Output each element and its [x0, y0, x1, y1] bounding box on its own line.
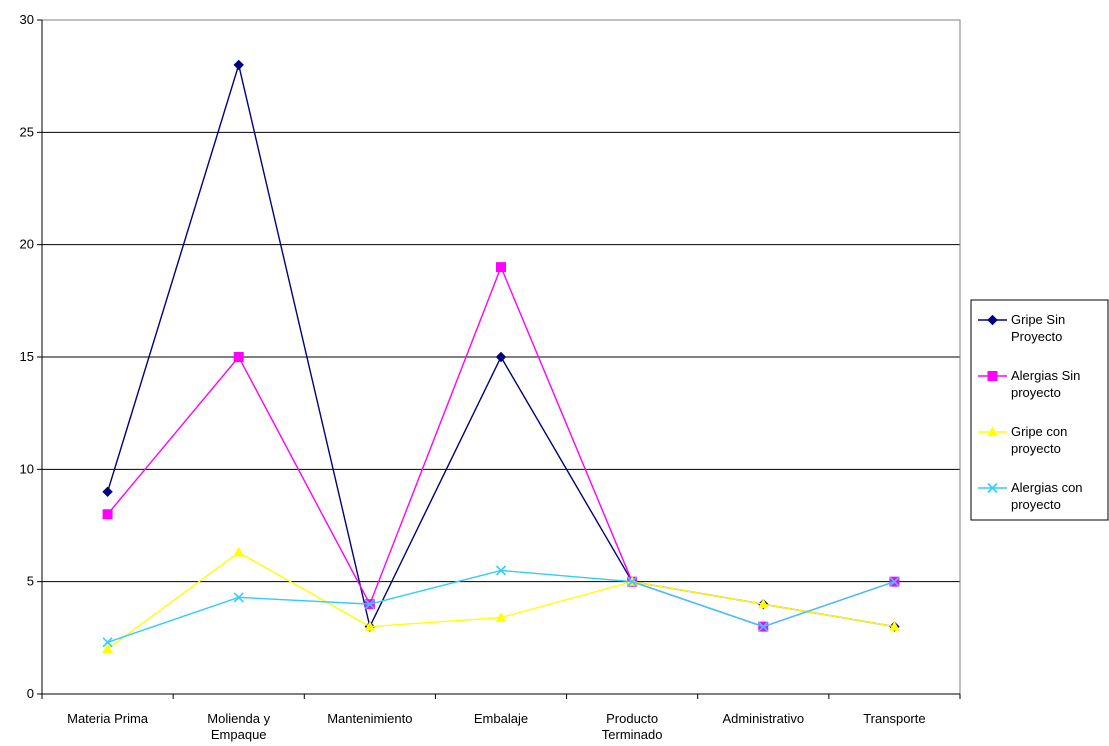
y-tick-label: 30 [20, 12, 34, 27]
y-axis-ticks: 0 5 10 15 20 25 30 [20, 12, 42, 701]
data-point-square [102, 509, 113, 520]
data-point-x [495, 565, 507, 576]
data-point-triangle [364, 621, 376, 631]
x-tick-label: Producto Terminado [602, 711, 663, 742]
legend-box [970, 299, 1109, 521]
legend-item: Gripe Sin Proyecto [978, 312, 1065, 344]
data-point-diamond [233, 59, 244, 71]
data-point-x [987, 482, 998, 494]
series-3 [102, 546, 900, 654]
data-point-x [758, 621, 769, 632]
legend-item: Gripe con proyecto [978, 424, 1067, 456]
legend-label: Alergias con proyecto [1011, 480, 1083, 512]
y-tick-label: 20 [20, 237, 34, 252]
y-tick-label: 15 [20, 349, 34, 364]
y-tick-label: 25 [20, 124, 34, 139]
data-point-triangle [233, 546, 245, 557]
x-tick-label: Embalaje [474, 711, 528, 726]
series-line [106, 62, 895, 629]
data-point-triangle [495, 612, 507, 622]
x-tick-label: Administrativo [722, 711, 804, 726]
data-point-x [627, 576, 638, 587]
data-point-square [233, 352, 244, 362]
data-point-x [233, 592, 244, 603]
data-point-diamond [102, 486, 113, 498]
x-tick-label: Materia Prima [67, 711, 149, 726]
series-4 [102, 565, 900, 648]
legend-label: Gripe Sin Proyecto [1011, 312, 1065, 344]
series-group [102, 59, 900, 654]
x-tick-label: Transporte [863, 711, 925, 726]
data-point-diamond [495, 351, 507, 363]
data-point-triangle [889, 621, 900, 631]
series-line [107, 265, 895, 628]
series-1 [102, 59, 900, 632]
y-tick-label: 10 [20, 461, 34, 476]
x-axis-ticks: Materia Prima Molienda y Empaque Mantenimie… [41, 694, 961, 742]
series-2 [102, 262, 900, 632]
legend-item: Alergias Sin proyecto [978, 368, 1080, 400]
legend-label: Gripe con proyecto [1011, 424, 1067, 456]
legend-item: Alergias con proyecto [978, 480, 1083, 512]
data-point-triangle [987, 426, 998, 437]
y-tick-label: 5 [27, 574, 34, 589]
legend-label: Alergias Sin proyecto [1011, 368, 1080, 400]
data-point-square [987, 371, 998, 381]
legend: Gripe Sin Proyecto Alergias Sin proyecto Gri… [970, 299, 1109, 521]
x-tick-label: Mantenimiento [327, 711, 412, 726]
data-point-square [496, 262, 506, 273]
y-tick-label: 0 [27, 686, 34, 701]
data-point-x [889, 576, 900, 587]
data-point-x [102, 637, 113, 648]
x-tick-label: Molienda y Empaque [207, 711, 270, 742]
series-line [107, 551, 895, 650]
data-point-triangle [102, 643, 113, 654]
data-point-triangle [757, 598, 769, 609]
data-point-diamond [987, 314, 998, 326]
data-point-x [364, 599, 375, 610]
